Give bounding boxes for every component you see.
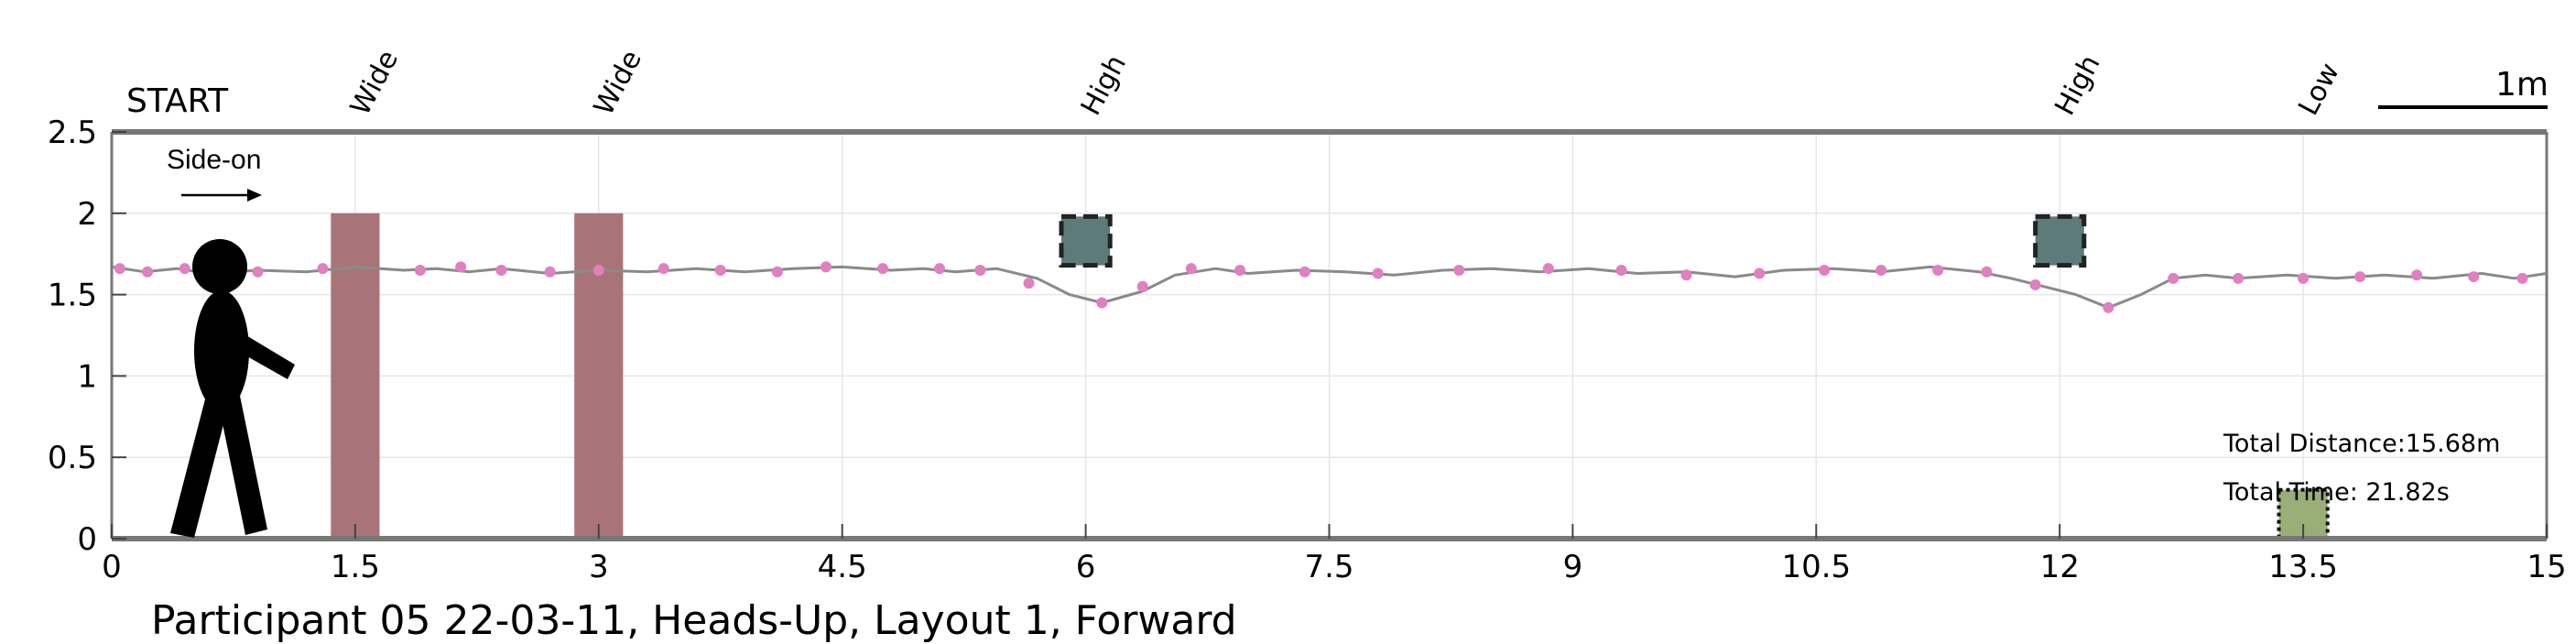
step-marker [2411,269,2423,281]
step-marker [1372,267,1384,279]
x-tick-label: 6 [1076,549,1096,585]
chart-caption: Participant 05 22-03-11, Heads-Up, Layou… [151,597,1237,644]
grid-lines [111,131,2548,540]
step-marker [2354,271,2366,283]
step-marker [2103,301,2114,313]
step-marker [2233,272,2244,284]
step-marker [1136,280,1148,292]
step-marker [1875,264,1887,276]
obstacle-high [2033,213,2087,268]
step-marker [1981,266,1993,278]
step-marker [658,263,669,275]
direction-label: Side-on [167,145,261,175]
x-tick-label: 3 [589,549,609,585]
step-marker [141,266,153,278]
x-tick-label: 13.5 [2268,549,2338,585]
right-arrow-icon [181,189,262,202]
step-marker [2168,272,2179,284]
step-marker [179,263,190,275]
obstacle-label: Wide [588,45,648,121]
person-walking-icon [170,239,295,538]
step-marker [2468,271,2480,283]
x-tick-label: 12 [2040,549,2080,585]
obstacle-high [1059,213,1113,268]
x-tick-label: 15 [2527,549,2566,585]
step-marker [1096,297,1108,309]
step-marker [1185,263,1197,275]
step-marker [544,266,556,278]
step-marker [974,264,986,276]
step-marker [317,263,329,275]
walking-path [111,261,2548,313]
step-marker [877,263,889,275]
step-marker [114,263,125,275]
x-tick-label: 4.5 [818,549,867,585]
x-tick-label: 10.5 [1781,549,1851,585]
x-tick-label: 1.5 [331,549,380,585]
step-marker [2298,272,2310,284]
step-marker [2029,278,2041,290]
step-marker [455,261,467,273]
axes: 0 1.5 3 4.5 6 7.5 9 10.5 12 13.5 15 0 0.5 1 1.5 2 2.5 [48,115,2567,585]
x-tick-label: 7.5 [1304,549,1353,585]
obstacle-label: High [2049,49,2106,120]
step-marker [1542,263,1554,275]
step-marker [1819,264,1831,276]
step-marker [2516,272,2528,284]
y-tick-label: 1 [77,358,97,395]
step-marker [1615,264,1627,276]
step-marker [1754,267,1766,279]
y-tick-label: 1.5 [48,278,97,314]
obstacle-wide [574,213,624,540]
x-tick-label: 9 [1563,549,1583,585]
scale-bar-label: 1m [2495,66,2549,104]
step-marker [1932,264,1944,276]
total-time: Total Time: 21.82s [2223,478,2450,507]
obstacle-labels: Wide Wide High High Low [344,45,2346,121]
total-distance: Total Distance:15.68m [2223,430,2500,458]
y-tick-label: 0 [77,521,97,558]
obstacle-wide [331,213,380,540]
step-marker [1453,264,1465,276]
path-line [111,265,2548,310]
obstacle-label: High [1075,49,1133,120]
obstacle-label: Wide [344,45,405,121]
x-tick-label: 0 [102,549,122,585]
step-marker [934,263,946,275]
y-tick-label: 2 [77,196,97,233]
y-tick-label: 2.5 [48,115,97,151]
step-marker [414,264,426,276]
step-marker [1680,269,1692,281]
step-marker [714,264,726,276]
step-marker [820,261,831,273]
step-marker [1023,278,1035,289]
obstacle-label: Low [2292,58,2346,121]
step-marker [771,266,783,278]
step-marker [1234,264,1246,276]
y-tick-label: 0.5 [48,440,97,476]
step-marker [592,264,604,276]
step-marker [252,266,264,278]
step-marker [1299,266,1310,278]
start-label: START [126,82,229,120]
step-marker [495,264,507,276]
